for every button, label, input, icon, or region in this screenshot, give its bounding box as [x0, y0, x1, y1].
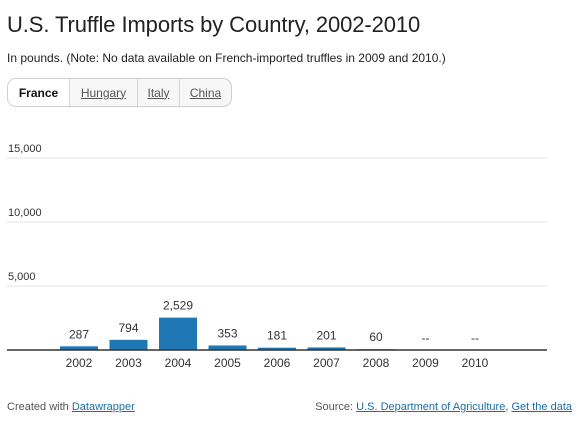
- source-link[interactable]: U.S. Department of Agriculture: [356, 401, 506, 413]
- x-tick-label: 2007: [313, 356, 340, 370]
- chart-subtitle: In pounds. (Note: No data available on F…: [7, 51, 446, 65]
- datawrapper-link[interactable]: Datawrapper: [71, 401, 135, 413]
- y-tick-label: 15,000: [8, 143, 42, 155]
- tab-italy[interactable]: Italy: [137, 79, 179, 106]
- chart-title: U.S. Truffle Imports by Country, 2002-20…: [7, 12, 421, 37]
- bar: [159, 317, 197, 350]
- tab-hungary[interactable]: Hungary: [69, 79, 137, 106]
- x-tick-label: 2006: [264, 356, 291, 370]
- y-tick-label: 10,000: [8, 207, 42, 219]
- data-label: --: [422, 331, 430, 345]
- footer-source: Source: U.S. Department of Agriculture, …: [315, 401, 572, 413]
- data-label: 181: [267, 329, 287, 343]
- x-tick-label: 2010: [462, 356, 489, 370]
- x-tick-label: 2004: [165, 356, 192, 370]
- data-label: 353: [217, 326, 237, 340]
- y-tick-label: 5,000: [8, 271, 36, 283]
- x-tick-label: 2009: [412, 356, 439, 370]
- country-tabs: France Hungary Italy China: [7, 78, 232, 107]
- footer-credit: Created with Datawrapper: [7, 401, 135, 413]
- bar: [60, 346, 98, 350]
- data-label: 287: [69, 327, 89, 341]
- x-tick-label: 2005: [214, 356, 241, 370]
- data-label: 2,529: [163, 299, 193, 313]
- x-tick-label: 2008: [363, 356, 390, 370]
- x-tick-label: 2003: [115, 356, 142, 370]
- source-separator: ,: [505, 401, 509, 413]
- bar: [109, 339, 148, 350]
- bar: [307, 347, 346, 350]
- bar: [258, 347, 296, 350]
- source-text: Source:: [315, 401, 354, 413]
- bar-chart: 5,000 10,000 15,000 287 2002 794 2003 2,529 2004…: [7, 143, 547, 370]
- tab-france[interactable]: France: [8, 79, 69, 106]
- tab-china[interactable]: China: [179, 79, 231, 106]
- data-label: 60: [369, 330, 383, 344]
- get-data-link[interactable]: Get the data: [511, 401, 572, 413]
- x-tick-label: 2002: [66, 356, 93, 370]
- created-with-text: Created with: [7, 401, 69, 413]
- bar: [208, 345, 247, 350]
- data-label: 201: [316, 328, 336, 342]
- data-label: 794: [118, 321, 138, 335]
- data-label: --: [471, 331, 479, 345]
